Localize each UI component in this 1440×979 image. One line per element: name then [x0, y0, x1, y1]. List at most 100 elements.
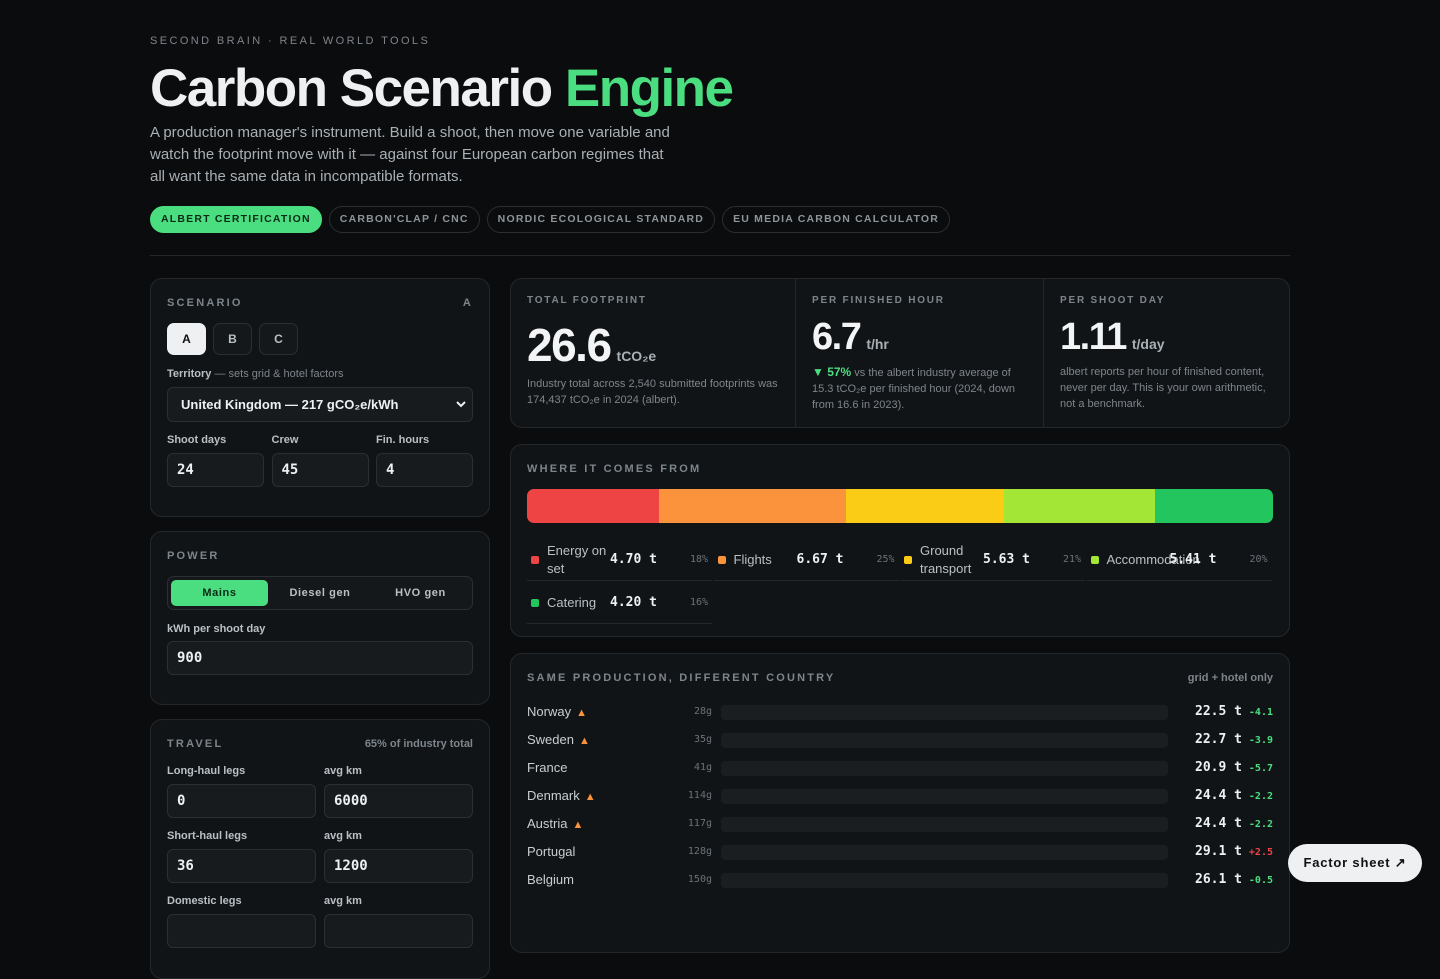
country-delta: -3.9 [1248, 735, 1273, 746]
legend-name: Flights [733, 551, 772, 567]
stat-note-text: Industry total across 2,540 submitted fo… [527, 378, 778, 406]
stat-note: albert reports per hour of finished cont… [1060, 364, 1275, 412]
power-toggle: Mains Diesel gen HVO gen [167, 576, 473, 610]
legend-value: 6.67 t [796, 551, 844, 567]
scenario-badge: A [462, 297, 473, 309]
field-input[interactable]: 1200 [324, 849, 473, 883]
intensity-track [721, 845, 1168, 860]
territory-hint: — sets grid & hotel factors [214, 368, 344, 380]
country-label: Denmark ▲ [527, 788, 596, 803]
regime-tabs: ALBERT CERTIFICATION CARBON'CLAP / CNC NOR… [150, 206, 951, 233]
legend-swatch [717, 555, 726, 564]
stack-segment [527, 489, 659, 523]
panel-heading: SAME PRODUCTION, DIFFERENT COUNTRY [527, 672, 836, 684]
field-input[interactable]: 45 [271, 453, 369, 487]
regime-tab[interactable]: NORDIC ECOLOGICAL STANDARD [486, 206, 716, 233]
country-intensity: 114g [687, 790, 712, 801]
country-delta: -2.2 [1248, 819, 1273, 830]
power-panel: POWER Mains Diesel gen HVO gen kWh per sho… [150, 531, 490, 705]
stat-value: 6.7 [812, 316, 862, 358]
scenario-button[interactable]: C [259, 323, 298, 355]
field-input[interactable]: 4 [376, 453, 473, 487]
stat-value-row: 26.6 tCO₂e [527, 318, 779, 371]
countries-note: grid + hotel only [1187, 672, 1273, 684]
stat-label: TOTAL FOOTPRINT [527, 295, 647, 306]
country-row: Austria ▲ 117g 24.4 t -2.2 [527, 814, 1273, 834]
country-total: 26.1 t [1195, 872, 1242, 887]
field-label: Fin. hours [376, 434, 430, 446]
country-row: Portugal 128g 29.1 t +2.5 [527, 842, 1273, 862]
intensity-track [721, 733, 1168, 748]
field-label: kWh per shoot day [167, 623, 266, 635]
country-total: 22.7 t [1195, 732, 1242, 747]
stack-segment [1003, 489, 1156, 523]
panel-heading: POWER [167, 550, 220, 562]
legend-share: 21% [1062, 554, 1081, 565]
country-name: France [527, 760, 568, 775]
description: A production manager's instrument. Build… [150, 124, 670, 185]
field-input[interactable] [324, 914, 473, 948]
field-input[interactable]: 36 [167, 849, 316, 883]
country-intensity: 128g [687, 846, 712, 857]
country-total: 24.4 t [1195, 816, 1242, 831]
stat-unit: t/day [1131, 336, 1165, 352]
field-input[interactable] [167, 914, 316, 948]
scenario-button[interactable]: B [213, 323, 252, 355]
stat-unit: tCO₂e [616, 348, 657, 364]
title: Carbon Scenario Engine [150, 58, 734, 119]
legend-swatch [531, 598, 539, 607]
country-intensity: 41g [693, 762, 712, 773]
stack-segment [845, 489, 1004, 523]
country-total: 22.5 t [1195, 704, 1242, 719]
stats-panel: TOTAL FOOTPRINT 26.6 tCO₂e Industry total a… [510, 278, 1290, 428]
scenario-button[interactable]: A [167, 323, 206, 355]
legend-item: Flights 6.67 t 25% [713, 539, 899, 581]
field-input[interactable]: 24 [167, 453, 264, 487]
field-input[interactable]: 6000 [324, 784, 473, 818]
legend-item: Accommodation 5.41 t 20% [1086, 539, 1272, 581]
regime-tab[interactable]: EU MEDIA CARBON CALCULATOR [722, 206, 951, 233]
stat-label: PER FINISHED HOUR [812, 295, 945, 306]
country-intensity: 28g [693, 706, 712, 717]
stat-value-row: 1.11 t/day [1060, 316, 1275, 358]
legend-value: 5.41 t [1169, 551, 1217, 567]
intensity-track [721, 817, 1168, 832]
legend-share: 20% [1249, 554, 1268, 565]
travel-panel: TRAVEL 65% of industry total Long-haul l… [150, 719, 490, 979]
stat-value: 26.6 [527, 319, 612, 371]
legend-value: 5.63 t [983, 551, 1030, 567]
kwh-input[interactable]: 900 [167, 641, 473, 675]
stat-card: PER SHOOT DAY 1.11 t/day albert reports per… [1043, 279, 1291, 427]
stat-label: PER SHOOT DAY [1060, 295, 1166, 306]
field-input[interactable]: 0 [167, 784, 316, 818]
factor-sheet-button[interactable]: Factor sheet ↗ [1288, 844, 1422, 882]
country-name: Belgium [527, 872, 574, 887]
legend-swatch [1090, 555, 1099, 564]
legend-name: Catering [547, 594, 597, 610]
country-row: Sweden ▲ 35g 22.7 t -3.9 [527, 730, 1273, 750]
panel-heading: TRAVEL [167, 738, 224, 750]
field-label: avg km [324, 765, 362, 777]
power-option[interactable]: Diesel gen [289, 587, 351, 599]
field-label: Crew [271, 434, 299, 446]
territory-select[interactable]: United Kingdom — 217 gCO₂e/kWh [167, 387, 473, 422]
regime-tab[interactable]: CARBON'CLAP / CNC [328, 206, 480, 233]
stat-note-text: vs the albert industry average of 15.3 t… [812, 367, 1016, 411]
country-total: 29.1 t [1195, 844, 1242, 859]
stat-note: Industry total across 2,540 submitted fo… [527, 376, 779, 408]
country-intensity: 35g [693, 734, 712, 745]
stack-segment [1155, 489, 1273, 523]
field-label: Short-haul legs [167, 830, 248, 842]
power-option[interactable]: Mains [171, 580, 268, 606]
territory-value: United Kingdom — 217 gCO₂e/kWh [181, 397, 399, 412]
legend-share: 18% [689, 554, 708, 565]
legend-name: Accommodation [1106, 551, 1200, 567]
power-option[interactable]: HVO gen [395, 587, 446, 599]
country-delta: -5.7 [1248, 763, 1273, 774]
panel-heading: WHERE IT COMES FROM [527, 463, 702, 475]
country-delta: -0.5 [1248, 875, 1273, 886]
legend-item: Ground transport 5.63 t 21% [900, 539, 1085, 581]
country-row: Norway ▲ 28g 22.5 t -4.1 [527, 702, 1273, 722]
stack-segment [658, 489, 846, 523]
regime-tab[interactable]: ALBERT CERTIFICATION [150, 206, 322, 233]
